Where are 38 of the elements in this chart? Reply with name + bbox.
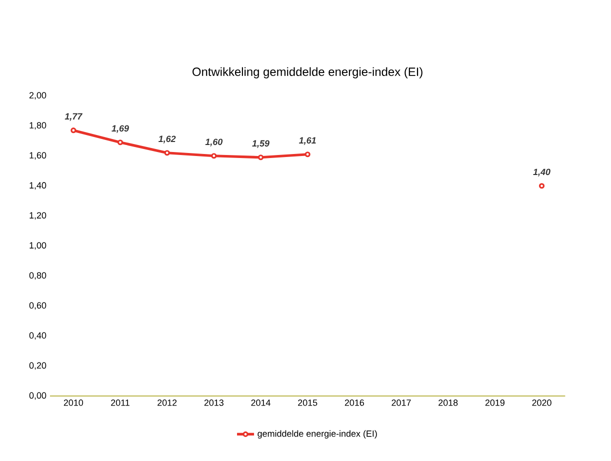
point <box>211 153 217 159</box>
y-tick-label: 0,20 <box>29 362 46 370</box>
y-tick-label: 1,80 <box>30 122 46 130</box>
data-label: 1,59 <box>252 140 270 148</box>
data-label: 1,40 <box>533 168 550 176</box>
x-tick-label: 2019 <box>485 400 504 406</box>
x-tick-label: 2012 <box>158 400 177 406</box>
x-tick-label: 2015 <box>298 400 318 406</box>
point <box>70 128 76 134</box>
y-tick-label: 0,80 <box>29 272 46 280</box>
y-tick-label: 1,00 <box>30 242 46 250</box>
data-label: 1,60 <box>205 138 223 146</box>
x-tick-label: 2020 <box>532 400 552 406</box>
y-tick-label: 0,40 <box>29 332 46 340</box>
point <box>164 150 170 156</box>
legend-label: gemiddelde energie-index (EI) <box>258 430 377 439</box>
point <box>117 140 124 146</box>
x-tick-label: 2010 <box>64 400 84 406</box>
x-tick-label: 2017 <box>392 400 411 406</box>
x-tick-label: 2011 <box>111 400 130 406</box>
point <box>538 183 545 189</box>
data-label: 1,62 <box>158 136 176 144</box>
point <box>258 154 264 160</box>
x-tick-label: 2013 <box>204 400 224 406</box>
data-label: 1,77 <box>64 113 82 121</box>
y-tick-label: 2,00 <box>29 92 46 100</box>
y-tick-label: 1,60 <box>30 152 46 160</box>
y-tick-label: 1,20 <box>30 212 46 220</box>
y-tick-label: 0,00 <box>29 392 46 400</box>
y-tick-label: 1,40 <box>30 182 46 190</box>
y-tick-label: 0,60 <box>29 302 46 310</box>
x-tick-label: 2014 <box>251 400 270 406</box>
point <box>304 152 310 158</box>
chart-title: Ontwikkeling gemiddelde energie-index (EI) <box>192 67 422 78</box>
data-label: 1,61 <box>299 137 316 145</box>
data-label: 1,69 <box>112 125 129 133</box>
x-tick-label: 2018 <box>438 400 458 406</box>
x-tick-label: 2016 <box>344 400 364 406</box>
